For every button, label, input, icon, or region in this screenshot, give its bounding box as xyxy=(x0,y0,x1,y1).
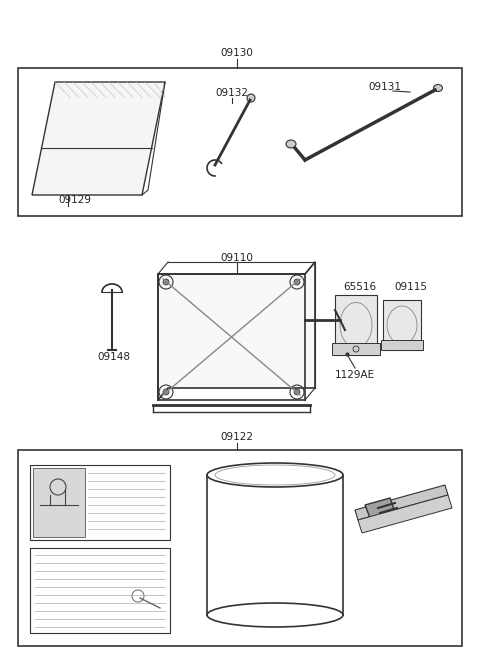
Polygon shape xyxy=(158,262,315,400)
Text: 09122: 09122 xyxy=(220,432,253,442)
Bar xyxy=(332,343,380,355)
Bar xyxy=(381,340,423,350)
Text: 09131: 09131 xyxy=(369,82,401,92)
Text: 1129AE: 1129AE xyxy=(335,370,375,380)
Circle shape xyxy=(294,389,300,395)
Bar xyxy=(30,465,170,540)
Polygon shape xyxy=(355,485,448,520)
Bar xyxy=(30,548,170,633)
Polygon shape xyxy=(365,498,395,518)
Bar xyxy=(383,300,421,350)
Text: 65516: 65516 xyxy=(343,282,376,292)
Text: 09129: 09129 xyxy=(58,195,91,205)
Circle shape xyxy=(294,279,300,285)
Ellipse shape xyxy=(433,85,443,91)
Circle shape xyxy=(163,279,169,285)
Polygon shape xyxy=(358,495,452,533)
Bar xyxy=(18,450,462,646)
Text: 09110: 09110 xyxy=(221,253,253,263)
Text: 09132: 09132 xyxy=(216,88,249,98)
Circle shape xyxy=(247,94,255,102)
Polygon shape xyxy=(32,82,165,195)
Ellipse shape xyxy=(286,140,296,148)
Text: 09148: 09148 xyxy=(97,352,130,362)
Bar xyxy=(33,468,85,537)
Text: 09115: 09115 xyxy=(394,282,427,292)
Text: 09130: 09130 xyxy=(221,48,253,58)
Circle shape xyxy=(163,389,169,395)
Bar xyxy=(18,68,462,216)
Bar xyxy=(335,295,377,355)
